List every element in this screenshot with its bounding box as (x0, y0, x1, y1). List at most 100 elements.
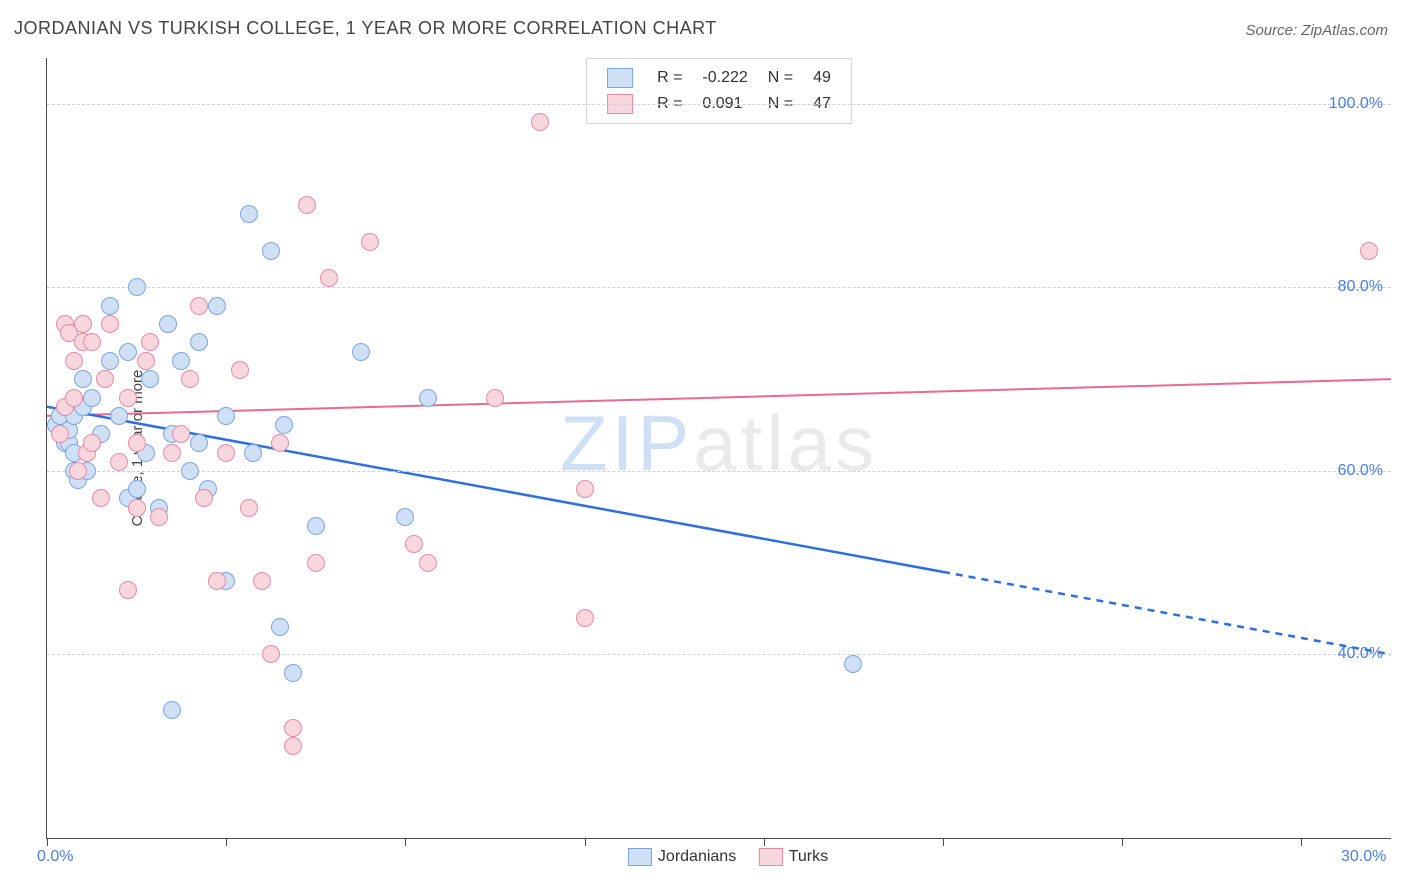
scatter-point-turks (141, 333, 159, 351)
scatter-point-turks (92, 489, 110, 507)
x-tick-label: 30.0% (1341, 848, 1386, 866)
x-tick (405, 838, 406, 846)
gridline (47, 471, 1391, 472)
x-tick (585, 838, 586, 846)
scatter-point-jordanians (181, 462, 199, 480)
n-value: 49 (803, 65, 841, 91)
scatter-point-turks (65, 389, 83, 407)
scatter-point-jordanians (275, 416, 293, 434)
gridline (47, 287, 1391, 288)
legend-series: Jordanians Turks (610, 848, 828, 866)
scatter-point-turks (240, 499, 258, 517)
scatter-point-turks (172, 425, 190, 443)
x-tick (764, 838, 765, 846)
scatter-point-turks (119, 389, 137, 407)
scatter-point-turks (307, 554, 325, 572)
chart-title: JORDANIAN VS TURKISH COLLEGE, 1 YEAR OR … (14, 18, 717, 39)
scatter-point-turks (128, 499, 146, 517)
legend-stats: R = -0.222 N = 49 R = 0.091 N = 47 (586, 58, 852, 124)
x-tick (1122, 838, 1123, 846)
x-tick-label: 0.0% (37, 848, 73, 866)
scatter-point-turks (208, 572, 226, 590)
scatter-point-jordanians (172, 352, 190, 370)
scatter-point-jordanians (844, 655, 862, 673)
scatter-point-turks (262, 645, 280, 663)
scatter-point-turks (195, 489, 213, 507)
scatter-point-jordanians (190, 333, 208, 351)
scatter-point-turks (217, 444, 235, 462)
scatter-point-turks (576, 609, 594, 627)
scatter-point-turks (486, 389, 504, 407)
scatter-point-turks (110, 453, 128, 471)
source-label: Source: ZipAtlas.com (1245, 22, 1388, 39)
scatter-point-jordanians (119, 343, 137, 361)
scatter-point-turks (298, 196, 316, 214)
scatter-point-jordanians (284, 664, 302, 682)
scatter-point-turks (119, 581, 137, 599)
x-tick (226, 838, 227, 846)
scatter-point-turks (65, 352, 83, 370)
y-tick-label: 100.0% (1329, 95, 1383, 113)
scatter-point-turks (137, 352, 155, 370)
r-value: -0.222 (692, 65, 757, 91)
scatter-point-jordanians (396, 508, 414, 526)
swatch-turks-icon (759, 848, 783, 866)
scatter-point-jordanians (110, 407, 128, 425)
scatter-point-turks (83, 434, 101, 452)
scatter-point-jordanians (101, 352, 119, 370)
scatter-point-jordanians (217, 407, 235, 425)
scatter-point-turks (1360, 242, 1378, 260)
scatter-point-turks (531, 113, 549, 131)
scatter-point-turks (253, 572, 271, 590)
scatter-point-jordanians (128, 278, 146, 296)
scatter-point-jordanians (352, 343, 370, 361)
scatter-point-turks (181, 370, 199, 388)
scatter-point-jordanians (190, 434, 208, 452)
scatter-point-turks (51, 425, 69, 443)
x-tick (47, 838, 48, 846)
scatter-point-turks (83, 333, 101, 351)
scatter-point-jordanians (262, 242, 280, 260)
scatter-point-turks (190, 297, 208, 315)
scatter-point-turks (96, 370, 114, 388)
scatter-point-jordanians (419, 389, 437, 407)
scatter-point-jordanians (101, 297, 119, 315)
x-tick (1301, 838, 1302, 846)
y-tick-label: 40.0% (1338, 645, 1383, 663)
legend-stats-row-jordanians: R = -0.222 N = 49 (597, 65, 841, 91)
scatter-point-jordanians (141, 370, 159, 388)
scatter-point-turks (419, 554, 437, 572)
scatter-point-turks (320, 269, 338, 287)
scatter-point-turks (576, 480, 594, 498)
scatter-point-turks (284, 737, 302, 755)
scatter-point-turks (128, 434, 146, 452)
scatter-point-turks (405, 535, 423, 553)
gridline (47, 654, 1391, 655)
scatter-point-turks (150, 508, 168, 526)
gridline (47, 104, 1391, 105)
scatter-point-jordanians (208, 297, 226, 315)
x-tick (943, 838, 944, 846)
swatch-jordanians-icon (607, 68, 633, 88)
scatter-point-turks (361, 233, 379, 251)
scatter-point-turks (69, 462, 87, 480)
scatter-point-turks (271, 434, 289, 452)
scatter-point-turks (101, 315, 119, 333)
y-tick-label: 60.0% (1338, 462, 1383, 480)
scatter-point-turks (231, 361, 249, 379)
scatter-point-jordanians (159, 315, 177, 333)
scatter-point-jordanians (244, 444, 262, 462)
swatch-jordanians-icon (628, 848, 652, 866)
scatter-point-jordanians (240, 205, 258, 223)
scatter-point-turks (163, 444, 181, 462)
scatter-point-jordanians (271, 618, 289, 636)
scatter-point-jordanians (128, 480, 146, 498)
scatter-point-jordanians (74, 370, 92, 388)
plot-area: College, 1 year or more ZIPatlas R = -0.… (46, 58, 1391, 839)
y-tick-label: 80.0% (1338, 278, 1383, 296)
chart-container: JORDANIAN VS TURKISH COLLEGE, 1 YEAR OR … (0, 0, 1406, 892)
scatter-point-jordanians (163, 701, 181, 719)
scatter-point-jordanians (307, 517, 325, 535)
scatter-point-turks (284, 719, 302, 737)
scatter-point-jordanians (83, 389, 101, 407)
